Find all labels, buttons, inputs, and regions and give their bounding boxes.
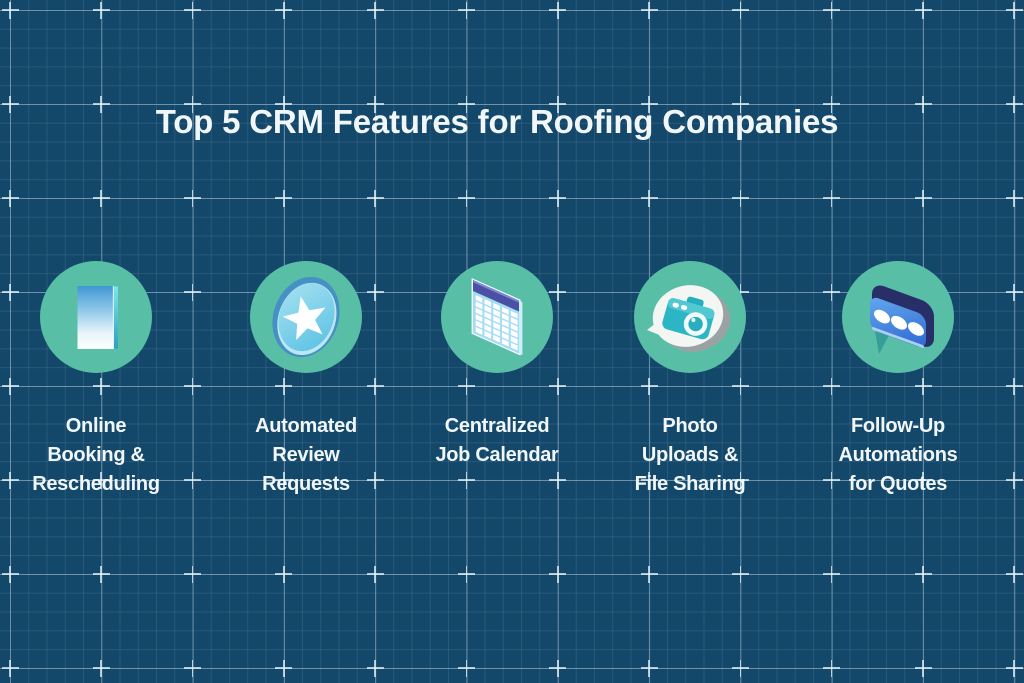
grid-cross <box>92 1 110 19</box>
grid-cross <box>640 1 658 19</box>
grid-cross <box>640 189 658 207</box>
feature-label: Online Booking & Rescheduling <box>32 412 160 499</box>
grid-cross <box>92 189 110 207</box>
grid-cross <box>366 1 384 19</box>
grid-cross <box>458 565 475 583</box>
grid-cross <box>184 1 202 19</box>
feature-centralized-calendar: Centralized Job Calendar <box>407 261 587 470</box>
grid-cross <box>184 565 202 583</box>
grid-cross <box>1 1 19 19</box>
feature-label-line: Follow-Up <box>851 415 945 437</box>
grid-cross <box>549 1 567 19</box>
grid-cross <box>1005 95 1023 113</box>
grid-cross <box>823 1 841 19</box>
star-badge-icon <box>250 261 362 373</box>
feature-label-line: Booking & <box>47 444 145 466</box>
grid-cross <box>914 659 932 677</box>
grid-cross <box>823 189 841 207</box>
feature-label-line: for Quotes <box>848 473 948 495</box>
feature-follow-up-automations: Follow-Up Automations for Quotes <box>808 261 988 499</box>
grid-cross <box>458 659 475 677</box>
grid-cross <box>184 659 202 677</box>
grid-cross <box>458 1 475 19</box>
grid-cross <box>1005 565 1023 583</box>
page-title: Top 5 CRM Features for Roofing Companies <box>155 103 839 140</box>
feature-label-line: Review <box>272 444 340 466</box>
grid-cross <box>184 189 202 207</box>
feature-label-line: Requests <box>262 473 350 495</box>
grid-cross <box>366 659 384 677</box>
grid-cross <box>1 565 19 583</box>
calendar-icon <box>441 261 553 373</box>
grid-cross <box>275 189 293 207</box>
feature-label-line: Uploads & <box>641 444 739 466</box>
feature-label-line: Online <box>65 415 127 437</box>
feature-label: Automated Review Requests <box>255 412 357 499</box>
grid-cross <box>458 189 475 207</box>
grid-cross <box>731 189 749 207</box>
grid-cross <box>914 1 932 19</box>
grid-cross <box>549 565 567 583</box>
grid-cross <box>366 565 384 583</box>
feature-label-line: Rescheduling <box>32 473 160 495</box>
smartphone-icon <box>40 261 152 373</box>
grid-cross <box>366 189 384 207</box>
grid-cross <box>92 659 110 677</box>
grid-cross <box>1005 659 1023 677</box>
chat-bubble-icon <box>842 261 954 373</box>
grid-cross <box>275 659 293 677</box>
feature-automated-reviews: Automated Review Requests <box>216 261 396 499</box>
camera-icon <box>634 261 746 373</box>
grid-cross <box>1 189 19 207</box>
grid-cross <box>640 565 658 583</box>
feature-label: Photo Uploads & File Sharing <box>635 412 746 499</box>
feature-label-line: Job Calendar <box>435 444 559 466</box>
grid-cross <box>1005 189 1023 207</box>
feature-label: Follow-Up Automations for Quotes <box>839 412 958 499</box>
feature-label-line: Centralized <box>444 415 550 437</box>
feature-label-line: Automated <box>255 415 357 437</box>
feature-online-booking: Online Booking & Rescheduling <box>6 261 186 499</box>
grid-cross <box>549 659 567 677</box>
features-row: Online Booking & Rescheduling <box>0 261 1024 541</box>
grid-cross <box>731 565 749 583</box>
grid-cross <box>823 565 841 583</box>
grid-cross <box>731 1 749 19</box>
grid-cross <box>1005 1 1023 19</box>
grid-cross <box>275 1 293 19</box>
grid-cross <box>92 565 110 583</box>
grid-cross <box>914 565 932 583</box>
feature-label-line: Automations <box>838 444 958 466</box>
grid-cross <box>914 189 932 207</box>
grid-cross <box>823 659 841 677</box>
grid-cross <box>275 565 293 583</box>
feature-label-line: Photo <box>662 415 718 437</box>
grid-cross <box>640 659 658 677</box>
feature-photo-uploads: Photo Uploads & File Sharing <box>600 261 780 499</box>
feature-label: Centralized Job Calendar <box>435 412 558 470</box>
grid-cross <box>1 659 19 677</box>
grid-cross <box>549 189 567 207</box>
grid-cross <box>731 659 749 677</box>
feature-label-line: File Sharing <box>634 473 746 495</box>
